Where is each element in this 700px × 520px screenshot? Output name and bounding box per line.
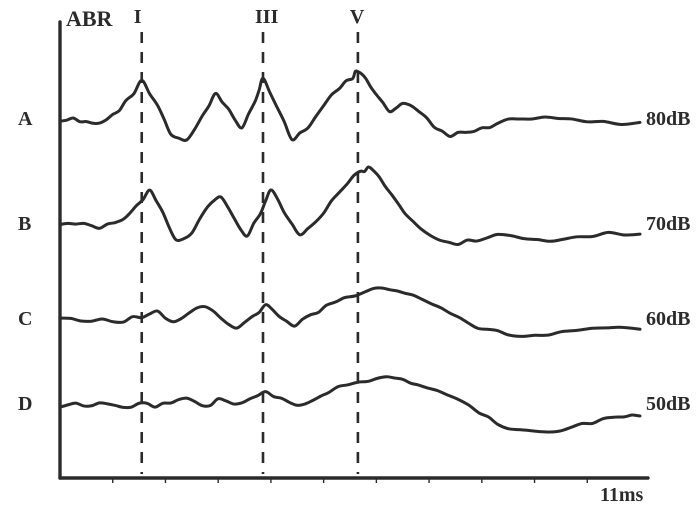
db-label-C: 60dB bbox=[646, 308, 690, 331]
trace-id-D: D bbox=[18, 393, 32, 416]
wave-marker-V: V bbox=[350, 6, 364, 29]
trace-id-C: C bbox=[18, 308, 32, 331]
abr-waveform-chart: ABR11msIIIIVA80dBB70dBC60dBD50dB bbox=[0, 0, 700, 520]
abr-trace-C bbox=[60, 288, 640, 337]
abr-trace-A bbox=[60, 71, 640, 141]
trace-id-A: A bbox=[18, 108, 32, 131]
abr-trace-B bbox=[60, 167, 640, 245]
abr-trace-D bbox=[60, 377, 640, 432]
wave-marker-I: I bbox=[134, 6, 142, 29]
plot-canvas bbox=[0, 0, 700, 520]
db-label-A: 80dB bbox=[646, 108, 690, 131]
y-axis-label: ABR bbox=[66, 6, 112, 32]
trace-id-B: B bbox=[18, 213, 31, 236]
db-label-D: 50dB bbox=[646, 393, 690, 416]
db-label-B: 70dB bbox=[646, 213, 690, 236]
x-axis-label: 11ms bbox=[600, 484, 643, 507]
wave-marker-III: III bbox=[255, 6, 278, 29]
